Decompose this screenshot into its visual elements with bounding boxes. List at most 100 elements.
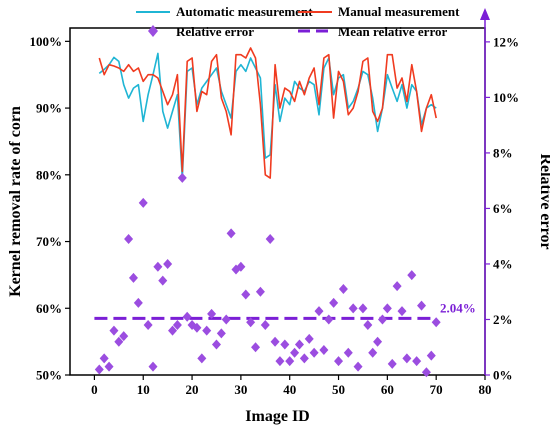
- relative-error-point: [334, 356, 344, 367]
- relative-error-point: [182, 311, 192, 322]
- legend-relative-error-label: Relative error: [176, 24, 254, 39]
- relative-error-point: [426, 350, 436, 361]
- x-tick-label: 30: [234, 382, 247, 397]
- x-tick-label: 40: [283, 382, 296, 397]
- relative-error-point: [124, 233, 134, 244]
- automatic-series-layer: [98, 52, 437, 179]
- relative-error-point: [387, 358, 397, 369]
- y-right-tick-label: 4%: [493, 256, 513, 271]
- automatic-measurement-line: [98, 52, 437, 179]
- relative-error-point: [192, 322, 202, 333]
- mean-annotation: 2.04%: [440, 300, 476, 315]
- relative-error-point: [251, 342, 261, 353]
- relative-error-point: [211, 339, 221, 350]
- y-left-tick-label: 80%: [36, 167, 62, 182]
- relative-error-point: [412, 356, 422, 367]
- relative-error-point: [338, 283, 348, 294]
- relative-error-point: [99, 353, 109, 364]
- y-axis-right-label: Relative error: [537, 153, 550, 249]
- y-right-axis-arrow: [480, 8, 490, 20]
- relative-error-layer: [94, 172, 441, 378]
- relative-error-point: [133, 297, 143, 308]
- relative-error-point: [163, 258, 173, 269]
- relative-error-point: [353, 361, 363, 372]
- x-tick-label: 20: [186, 382, 199, 397]
- y-right-tick-label: 8%: [493, 145, 513, 160]
- relative-error-point: [246, 317, 256, 328]
- relative-error-point: [143, 320, 153, 331]
- manual-series-layer: [98, 47, 437, 179]
- relative-error-point: [348, 303, 358, 314]
- y-left-tick-label: 90%: [36, 101, 62, 116]
- relative-error-point: [407, 270, 417, 281]
- y-right-tick-label: 2%: [493, 312, 513, 327]
- relative-error-point: [363, 320, 373, 331]
- legend-manual-label: Manual measurement: [338, 4, 460, 19]
- relative-error-point: [275, 356, 285, 367]
- relative-error-point: [324, 314, 334, 325]
- x-axis-label: Image ID: [245, 408, 309, 425]
- tick-layer: 0 10 20 30 40 50 60 70 80 50% 60% 70% 80% 90% 100% 0% 2%…: [30, 8, 519, 397]
- relative-error-point: [382, 303, 392, 314]
- relative-error-point: [94, 364, 104, 375]
- relative-error-point: [114, 336, 124, 347]
- relative-error-point: [329, 297, 339, 308]
- relative-error-point: [138, 197, 148, 208]
- relative-error-point: [373, 336, 383, 347]
- relative-error-point: [270, 336, 280, 347]
- relative-error-point: [202, 325, 212, 336]
- relative-error-point: [265, 233, 275, 244]
- relative-error-point: [148, 361, 158, 372]
- relative-error-point: [197, 353, 207, 364]
- relative-error-point: [172, 320, 182, 331]
- relative-error-point: [304, 333, 314, 344]
- relative-error-point: [417, 300, 427, 311]
- relative-error-point: [309, 347, 319, 358]
- relative-error-point: [216, 328, 226, 339]
- y-right-tick-label: 12%: [493, 34, 519, 49]
- relative-error-point: [158, 275, 168, 286]
- manual-measurement-line: [98, 47, 437, 179]
- x-tick-label: 60: [381, 382, 394, 397]
- relative-error-point: [319, 345, 329, 356]
- relative-error-point: [260, 320, 270, 331]
- legend-mean-label: Mean relative error: [338, 24, 447, 39]
- relative-error-point: [402, 353, 412, 364]
- relative-error-point: [377, 314, 387, 325]
- relative-error-point: [236, 261, 246, 272]
- legend: Automatic measurement Manual measurement…: [136, 4, 460, 39]
- relative-error-point: [290, 347, 300, 358]
- relative-error-point: [314, 306, 324, 317]
- x-tick-label: 0: [91, 382, 98, 397]
- y-left-tick-label: 60%: [36, 301, 62, 316]
- relative-error-point: [221, 314, 231, 325]
- relative-error-point: [128, 272, 138, 283]
- relative-error-point: [343, 347, 353, 358]
- relative-error-point: [207, 308, 217, 319]
- relative-error-point: [168, 325, 178, 336]
- relative-error-point: [421, 367, 431, 378]
- y-right-tick-label: 0%: [493, 368, 513, 383]
- legend-automatic-label: Automatic measurement: [176, 4, 313, 19]
- relative-error-point: [153, 261, 163, 272]
- x-tick-label: 80: [479, 382, 492, 397]
- y-right-tick-label: 10%: [493, 90, 519, 105]
- relative-error-point: [294, 339, 304, 350]
- legend-relative-error-swatch: [148, 25, 158, 37]
- relative-error-point: [397, 306, 407, 317]
- relative-error-point: [109, 325, 119, 336]
- relative-error-point: [431, 317, 441, 328]
- x-tick-label: 50: [332, 382, 345, 397]
- relative-error-point: [241, 289, 251, 300]
- relative-error-point: [358, 303, 368, 314]
- relative-error-point: [177, 172, 187, 183]
- relative-error-point: [285, 356, 295, 367]
- relative-error-point: [280, 339, 290, 350]
- relative-error-point: [392, 281, 402, 292]
- y-right-tick-label: 6%: [493, 201, 513, 216]
- y-left-tick-label: 100%: [30, 34, 63, 49]
- y-left-tick-label: 70%: [36, 234, 62, 249]
- relative-error-point: [119, 331, 129, 342]
- relative-error-point: [226, 228, 236, 239]
- relative-error-point: [104, 361, 114, 372]
